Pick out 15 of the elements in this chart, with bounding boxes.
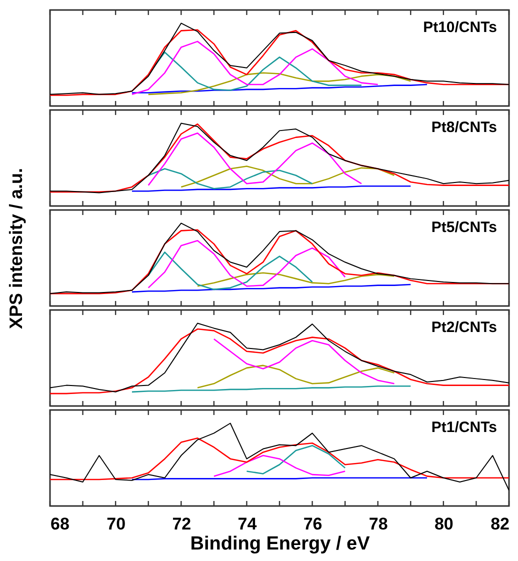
x-tick-label: 70: [106, 514, 126, 534]
x-tick-label: 74: [238, 514, 258, 534]
x-tick-label: 80: [434, 514, 454, 534]
x-tick-label: 72: [172, 514, 192, 534]
x-tick-label: 78: [368, 514, 388, 534]
x-tick-label: 68: [50, 514, 70, 534]
annotation: Pt5/CNTs: [431, 219, 497, 236]
x-tick-label: 76: [303, 514, 322, 534]
x-axis-title: Binding Energy / eV: [190, 534, 370, 554]
annotation: Pt2/CNTs: [431, 319, 497, 336]
x-tick-label: 82: [490, 514, 510, 534]
y-axis-title: XPS intensity / a.u.: [6, 168, 27, 329]
annotation: Pt1/CNTs: [431, 419, 497, 436]
annotation: Pt8/CNTs: [431, 119, 497, 136]
annotation: Pt10/CNTs: [423, 19, 497, 36]
